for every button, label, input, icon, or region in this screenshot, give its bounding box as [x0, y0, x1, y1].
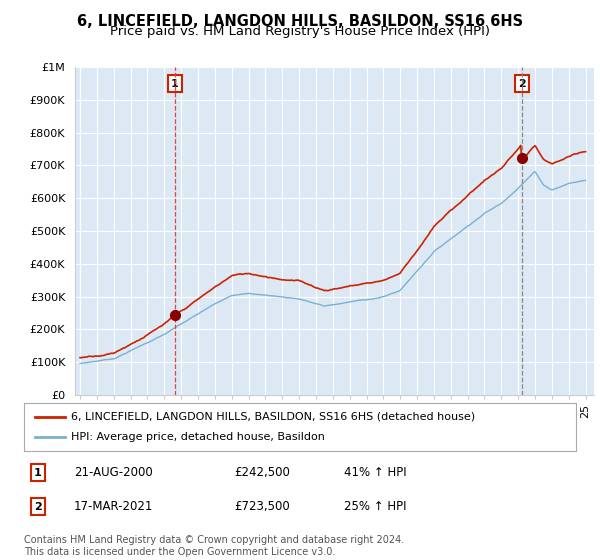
Text: 1: 1 [34, 468, 41, 478]
Text: HPI: Average price, detached house, Basildon: HPI: Average price, detached house, Basi… [71, 432, 325, 442]
Text: 6, LINCEFIELD, LANGDON HILLS, BASILDON, SS16 6HS (detached house): 6, LINCEFIELD, LANGDON HILLS, BASILDON, … [71, 412, 475, 422]
Text: Price paid vs. HM Land Registry's House Price Index (HPI): Price paid vs. HM Land Registry's House … [110, 25, 490, 38]
Text: Contains HM Land Registry data © Crown copyright and database right 2024.
This d: Contains HM Land Registry data © Crown c… [24, 535, 404, 557]
Text: 17-MAR-2021: 17-MAR-2021 [74, 500, 153, 513]
Text: 1: 1 [171, 78, 179, 88]
Text: 2: 2 [34, 502, 41, 511]
Text: 6, LINCEFIELD, LANGDON HILLS, BASILDON, SS16 6HS: 6, LINCEFIELD, LANGDON HILLS, BASILDON, … [77, 14, 523, 29]
Text: 41% ↑ HPI: 41% ↑ HPI [344, 466, 407, 479]
Text: 21-AUG-2000: 21-AUG-2000 [74, 466, 152, 479]
Text: £723,500: £723,500 [234, 500, 290, 513]
Text: £242,500: £242,500 [234, 466, 290, 479]
Text: 25% ↑ HPI: 25% ↑ HPI [344, 500, 407, 513]
Text: 2: 2 [518, 78, 526, 88]
